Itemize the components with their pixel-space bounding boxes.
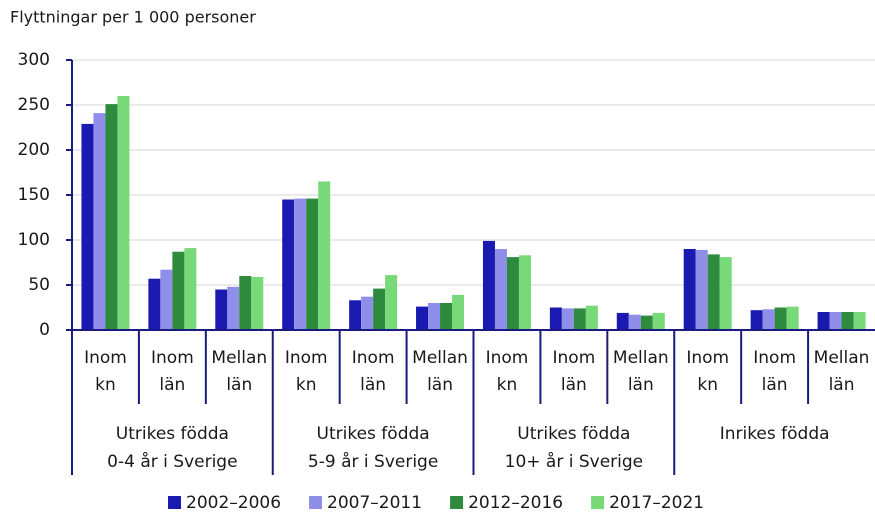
group-label: 10+ år i Sverige — [505, 451, 644, 472]
bar — [215, 289, 228, 330]
x-tick-label: Inom — [553, 348, 596, 368]
x-tick-label: Inom — [486, 348, 529, 368]
bar — [573, 308, 586, 330]
legend: 2002–2006 2007–2011 2012–2016 2017–2021 — [168, 493, 704, 513]
x-tick-label: län — [762, 375, 788, 395]
legend-label: 2002–2006 — [186, 493, 281, 513]
x-tick-label: län — [360, 375, 386, 395]
y-tick-label: 100 — [18, 230, 50, 250]
bar — [786, 306, 799, 330]
bar — [616, 312, 629, 330]
bar — [561, 308, 574, 330]
bar — [817, 312, 830, 330]
bar — [774, 307, 787, 330]
bar — [707, 254, 720, 330]
x-tick-label: Inom — [686, 348, 729, 368]
bar — [81, 123, 94, 331]
bar — [416, 306, 429, 330]
x-tick-label: kn — [95, 375, 116, 395]
bar — [640, 315, 653, 330]
legend-swatch — [450, 496, 464, 509]
bar — [361, 296, 374, 330]
x-tick-label: Inom — [84, 348, 127, 368]
bar — [440, 303, 453, 330]
bar — [251, 276, 264, 330]
y-tick-label: 250 — [18, 95, 50, 115]
x-tick-label: län — [561, 375, 587, 395]
x-tick-label: kn — [296, 375, 317, 395]
x-tick-label: kn — [497, 375, 518, 395]
group-label: 0-4 år i Sverige — [107, 451, 237, 472]
x-tick-label: Inom — [753, 348, 796, 368]
bar — [853, 312, 866, 330]
legend-label: 2012–2016 — [468, 493, 563, 513]
x-tick-label: Mellan — [814, 348, 870, 368]
bar — [494, 249, 507, 330]
bar — [585, 305, 598, 330]
group-label: 5-9 år i Sverige — [308, 451, 438, 472]
bar — [549, 307, 562, 330]
group-label: Utrikes födda — [317, 424, 430, 444]
bar — [428, 303, 441, 330]
bar — [184, 248, 197, 330]
bar — [452, 294, 465, 330]
y-tick-label: 200 — [18, 140, 50, 160]
bar — [282, 199, 295, 330]
y-tick-label: 300 — [18, 50, 50, 70]
bar — [294, 198, 307, 330]
y-tick-label: 150 — [18, 185, 50, 205]
bar — [117, 96, 130, 330]
x-tick-label: län — [628, 375, 654, 395]
x-tick-label: län — [829, 375, 855, 395]
x-tick-label: Mellan — [412, 348, 468, 368]
x-tick-label: Inom — [352, 348, 395, 368]
bar — [373, 288, 386, 330]
bar — [148, 278, 161, 330]
x-tick-label: Mellan — [613, 348, 669, 368]
x-tick-label: län — [226, 375, 252, 395]
bar — [518, 255, 531, 330]
legend-swatch — [309, 496, 323, 509]
y-tick-label: 0 — [39, 320, 50, 340]
bar — [349, 300, 362, 330]
x-tick-label: Inom — [151, 348, 194, 368]
x-tick-label: Inom — [285, 348, 328, 368]
bar — [841, 312, 854, 330]
legend-swatch — [168, 496, 181, 509]
bar — [160, 269, 173, 330]
y-tick-label: 50 — [28, 275, 50, 295]
bar — [652, 312, 665, 330]
bar — [306, 198, 319, 330]
x-tick-label: Mellan — [211, 348, 267, 368]
legend-swatch — [591, 496, 605, 509]
bar — [683, 249, 696, 330]
bar — [239, 276, 252, 330]
group-label: Utrikes födda — [517, 424, 630, 444]
bar — [93, 113, 106, 330]
x-tick-label: län — [159, 375, 185, 395]
bar — [227, 286, 240, 330]
bar — [172, 251, 185, 330]
bar — [628, 314, 641, 330]
bar — [105, 104, 118, 330]
group-label: Utrikes födda — [116, 424, 229, 444]
legend-label: 2007–2011 — [327, 493, 422, 513]
group-label: Inrikes födda — [720, 424, 830, 444]
legend-label: 2017–2021 — [609, 493, 704, 513]
bar — [506, 257, 519, 330]
bar — [695, 249, 708, 330]
chart-title: Flyttningar per 1 000 personer — [10, 8, 256, 27]
bar — [385, 275, 398, 330]
x-tick-label: kn — [697, 375, 718, 395]
bar — [750, 310, 763, 330]
x-tick-label: län — [427, 375, 453, 395]
bar — [719, 257, 732, 330]
bar — [318, 181, 331, 330]
bar — [762, 309, 775, 330]
bar — [482, 240, 495, 330]
bar — [829, 312, 842, 330]
